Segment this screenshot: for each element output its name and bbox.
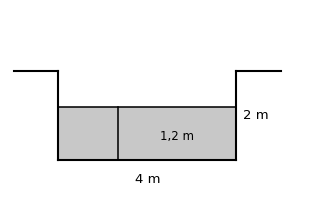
Bar — [58, 107, 236, 160]
Text: 1,2 m: 1,2 m — [160, 130, 194, 143]
Text: 4 m: 4 m — [135, 173, 160, 186]
Text: 2 m: 2 m — [243, 109, 268, 122]
